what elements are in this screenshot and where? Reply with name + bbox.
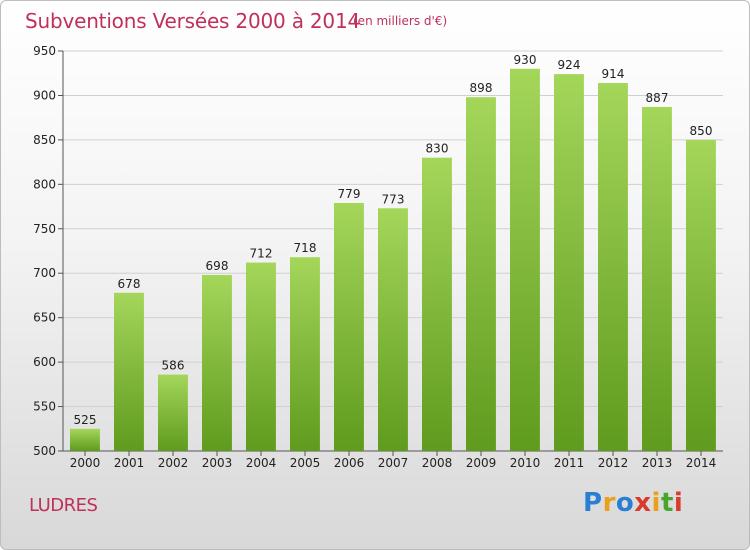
x-tick-label: 2014 (686, 456, 717, 470)
x-tick-label: 2009 (466, 456, 497, 470)
x-tick-label: 2006 (334, 456, 365, 470)
proxiti-logo: Proxiti (583, 488, 683, 518)
logo-letter: i (651, 488, 661, 518)
logo-letter: r (602, 488, 616, 518)
y-tick-label: 600 (33, 355, 56, 369)
chart-subtitle: (en milliers d'€) (353, 14, 448, 28)
x-tick-label: 2008 (422, 456, 453, 470)
x-tick-label: 2000 (70, 456, 101, 470)
data-label: 898 (470, 81, 493, 95)
bar (642, 107, 672, 451)
x-tick-label: 2013 (642, 456, 673, 470)
labels: 500 550 600 650 700 750 800 850 900 950 525 2000 678… (33, 44, 716, 470)
x-tick-label: 2003 (202, 456, 233, 470)
data-label: 930 (514, 53, 537, 67)
data-label: 850 (690, 124, 713, 138)
x-tick-label: 2002 (158, 456, 189, 470)
x-tick-label: 2001 (114, 456, 145, 470)
logo-letter: o (615, 488, 635, 518)
data-label: 586 (162, 359, 185, 373)
logo-letter: t (660, 488, 674, 518)
bar (246, 262, 276, 451)
data-label: 678 (118, 277, 141, 291)
bar (378, 208, 408, 451)
x-tick-label: 2007 (378, 456, 409, 470)
logo-letter: i (673, 488, 684, 518)
bar (422, 157, 452, 451)
city-name: LUDRES (29, 495, 98, 516)
y-tick-label: 800 (33, 177, 56, 191)
y-tick-label: 950 (33, 44, 56, 58)
bar (554, 74, 584, 451)
bar (202, 275, 232, 451)
data-label: 924 (558, 58, 581, 72)
y-tick-label: 500 (33, 444, 56, 458)
y-tick-label: 850 (33, 133, 56, 147)
bar (510, 68, 540, 452)
x-tick-label: 2011 (554, 456, 585, 470)
bar (334, 203, 364, 451)
data-label: 914 (602, 67, 625, 81)
x-tick-label: 2010 (510, 456, 541, 470)
y-tick-label: 550 (33, 400, 56, 414)
data-label: 779 (338, 187, 361, 201)
y-tick-label: 900 (33, 88, 56, 102)
logo-letter: P (583, 488, 603, 518)
bar (114, 292, 144, 451)
data-label: 830 (426, 142, 449, 156)
data-label: 525 (74, 413, 97, 427)
bar (158, 374, 188, 451)
data-label: 773 (382, 192, 405, 206)
data-label: 718 (294, 241, 317, 255)
chart-title: Subventions Versées 2000 à 2014 (25, 9, 361, 33)
y-tick-label: 700 (33, 266, 56, 280)
bars (70, 68, 716, 452)
data-label: 712 (250, 247, 273, 261)
x-tick-label: 2004 (246, 456, 277, 470)
bar (70, 428, 100, 451)
data-label: 887 (646, 91, 669, 105)
x-tick-label: 2012 (598, 456, 629, 470)
bar (466, 97, 496, 451)
y-tick-label: 650 (33, 311, 56, 325)
x-tick-label: 2005 (290, 456, 321, 470)
bar (686, 139, 716, 451)
bar (598, 83, 628, 451)
data-label: 698 (206, 259, 229, 273)
y-tick-label: 750 (33, 222, 56, 236)
logo-letter: x (634, 488, 652, 518)
bar (290, 257, 320, 451)
